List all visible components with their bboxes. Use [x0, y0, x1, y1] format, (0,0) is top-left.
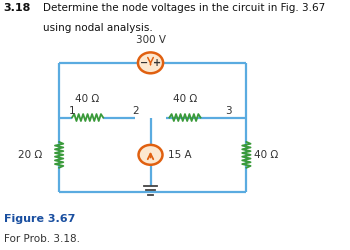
Text: 20 Ω: 20 Ω	[19, 150, 43, 160]
Text: 3.18: 3.18	[4, 3, 31, 13]
Text: Determine the node voltages in the circuit in Fig. 3.67: Determine the node voltages in the circu…	[43, 3, 325, 13]
Text: For Prob. 3.18.: For Prob. 3.18.	[4, 234, 80, 244]
Text: 40 Ω: 40 Ω	[254, 150, 278, 160]
Text: 1: 1	[69, 106, 76, 116]
Text: 40 Ω: 40 Ω	[173, 94, 197, 104]
Text: 3: 3	[225, 106, 232, 116]
Text: +: +	[153, 58, 161, 68]
Text: −: −	[140, 58, 148, 68]
Text: 40 Ω: 40 Ω	[76, 94, 100, 104]
Text: 300 V: 300 V	[135, 35, 166, 45]
Circle shape	[139, 145, 162, 165]
Circle shape	[138, 52, 163, 73]
Text: using nodal analysis.: using nodal analysis.	[43, 23, 152, 33]
Text: Figure 3.67: Figure 3.67	[4, 214, 75, 224]
Text: 15 A: 15 A	[168, 150, 192, 160]
Text: 2: 2	[132, 106, 139, 116]
